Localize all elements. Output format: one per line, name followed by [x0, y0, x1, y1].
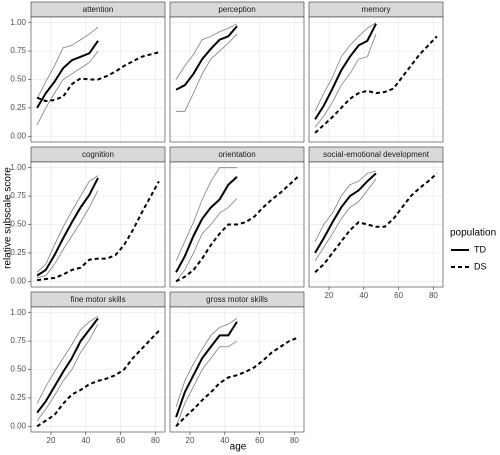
series-line: [175, 25, 238, 91]
panel-title: cognition: [82, 150, 114, 159]
series-line: [36, 177, 99, 277]
series-line: [175, 176, 299, 283]
panel-title: social-emotional development: [323, 150, 430, 159]
series-line: [36, 330, 160, 428]
y-tick-label: 0.00: [10, 421, 26, 430]
x-tick-label: 60: [116, 436, 125, 445]
x-tick-label: 40: [359, 291, 368, 300]
x-tick-label: 80: [290, 436, 299, 445]
band-line: [314, 22, 377, 112]
x-tick-label: 80: [429, 291, 438, 300]
panel-border: [30, 306, 166, 433]
legend-label: DS: [474, 261, 487, 271]
band-line: [36, 190, 99, 279]
x-tick-label: 20: [47, 436, 56, 445]
y-tick-label: 0.50: [10, 75, 26, 84]
legend-label: TD: [474, 244, 486, 254]
x-tick-label: 60: [394, 291, 403, 300]
band-line: [314, 178, 377, 262]
y-tick-label: 0.25: [10, 103, 26, 112]
x-axis-title: age: [230, 442, 247, 453]
y-tick-label: 0.00: [10, 276, 26, 285]
band-line: [314, 33, 377, 128]
x-tick-label: 20: [325, 291, 334, 300]
panel-title: attention: [83, 5, 114, 14]
panel-title: fine motor skills: [70, 295, 125, 304]
band-line: [175, 340, 238, 427]
series-line: [175, 336, 299, 428]
panel-title: orientation: [218, 150, 255, 159]
panel-border: [30, 16, 166, 143]
panel-border: [308, 161, 444, 288]
y-tick-label: 0.75: [10, 46, 26, 55]
panel-border: [169, 161, 305, 288]
series-line: [36, 40, 99, 109]
y-tick-label: 0.25: [10, 248, 26, 257]
series-line: [175, 321, 238, 418]
series-line: [175, 176, 238, 273]
series-line: [314, 35, 438, 134]
y-tick-label: 1.00: [10, 163, 26, 172]
panel-border: [30, 161, 166, 288]
series-line: [36, 317, 99, 414]
panel-title: gross motor skills: [206, 295, 268, 304]
series-line: [36, 180, 160, 282]
y-tick-label: 1.00: [10, 308, 26, 317]
series-line: [314, 23, 377, 120]
series-line: [314, 172, 438, 273]
y-tick-label: 0.50: [10, 365, 26, 374]
y-tick-label: 0.75: [10, 336, 26, 345]
y-tick-label: 1.00: [10, 18, 26, 27]
band-line: [36, 175, 99, 273]
band-line: [314, 170, 377, 242]
y-tick-label: 0.00: [10, 131, 26, 140]
y-axis-title: relative subscale score: [3, 167, 14, 269]
y-tick-label: 0.25: [10, 393, 26, 402]
series-line: [36, 51, 160, 103]
series-line: [314, 172, 377, 254]
x-tick-label: 40: [220, 436, 229, 445]
panel-border: [169, 306, 305, 433]
band-line: [175, 198, 238, 282]
band-line: [175, 23, 238, 80]
panel-border: [169, 16, 305, 143]
y-tick-label: 0.50: [10, 220, 26, 229]
band-line: [175, 318, 238, 408]
legend-title: population: [450, 228, 496, 239]
band-line: [176, 33, 238, 112]
x-tick-label: 60: [255, 436, 264, 445]
x-tick-label: 20: [186, 436, 195, 445]
x-tick-label: 40: [81, 436, 90, 445]
y-tick-label: 0.75: [10, 191, 26, 200]
band-line: [36, 50, 99, 126]
panel-title: memory: [362, 5, 391, 14]
band-line: [36, 315, 99, 404]
x-tick-label: 80: [151, 436, 160, 445]
panel-border: [308, 16, 444, 143]
panel-title: perception: [218, 5, 255, 14]
band-line: [36, 323, 99, 421]
band-line: [36, 26, 99, 100]
band-line: [175, 167, 237, 262]
